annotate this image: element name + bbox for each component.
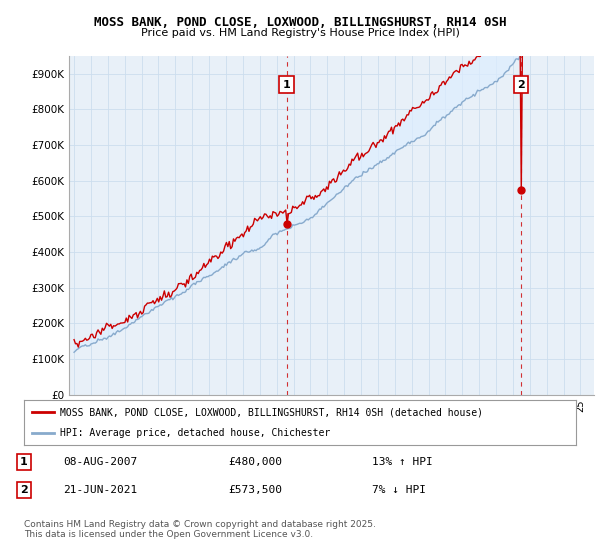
Text: MOSS BANK, POND CLOSE, LOXWOOD, BILLINGSHURST, RH14 0SH (detached house): MOSS BANK, POND CLOSE, LOXWOOD, BILLINGS… (60, 408, 483, 418)
Text: 1: 1 (283, 80, 290, 90)
Text: £573,500: £573,500 (228, 485, 282, 495)
Text: 2: 2 (20, 485, 28, 495)
Text: HPI: Average price, detached house, Chichester: HPI: Average price, detached house, Chic… (60, 428, 330, 438)
Text: 13% ↑ HPI: 13% ↑ HPI (372, 457, 433, 467)
Text: 2: 2 (517, 80, 525, 90)
Text: Contains HM Land Registry data © Crown copyright and database right 2025.
This d: Contains HM Land Registry data © Crown c… (24, 520, 376, 539)
Text: 7% ↓ HPI: 7% ↓ HPI (372, 485, 426, 495)
Text: 08-AUG-2007: 08-AUG-2007 (63, 457, 137, 467)
Text: 1: 1 (20, 457, 28, 467)
Text: MOSS BANK, POND CLOSE, LOXWOOD, BILLINGSHURST, RH14 0SH: MOSS BANK, POND CLOSE, LOXWOOD, BILLINGS… (94, 16, 506, 29)
Text: Price paid vs. HM Land Registry's House Price Index (HPI): Price paid vs. HM Land Registry's House … (140, 28, 460, 38)
Text: £480,000: £480,000 (228, 457, 282, 467)
Text: 21-JUN-2021: 21-JUN-2021 (63, 485, 137, 495)
